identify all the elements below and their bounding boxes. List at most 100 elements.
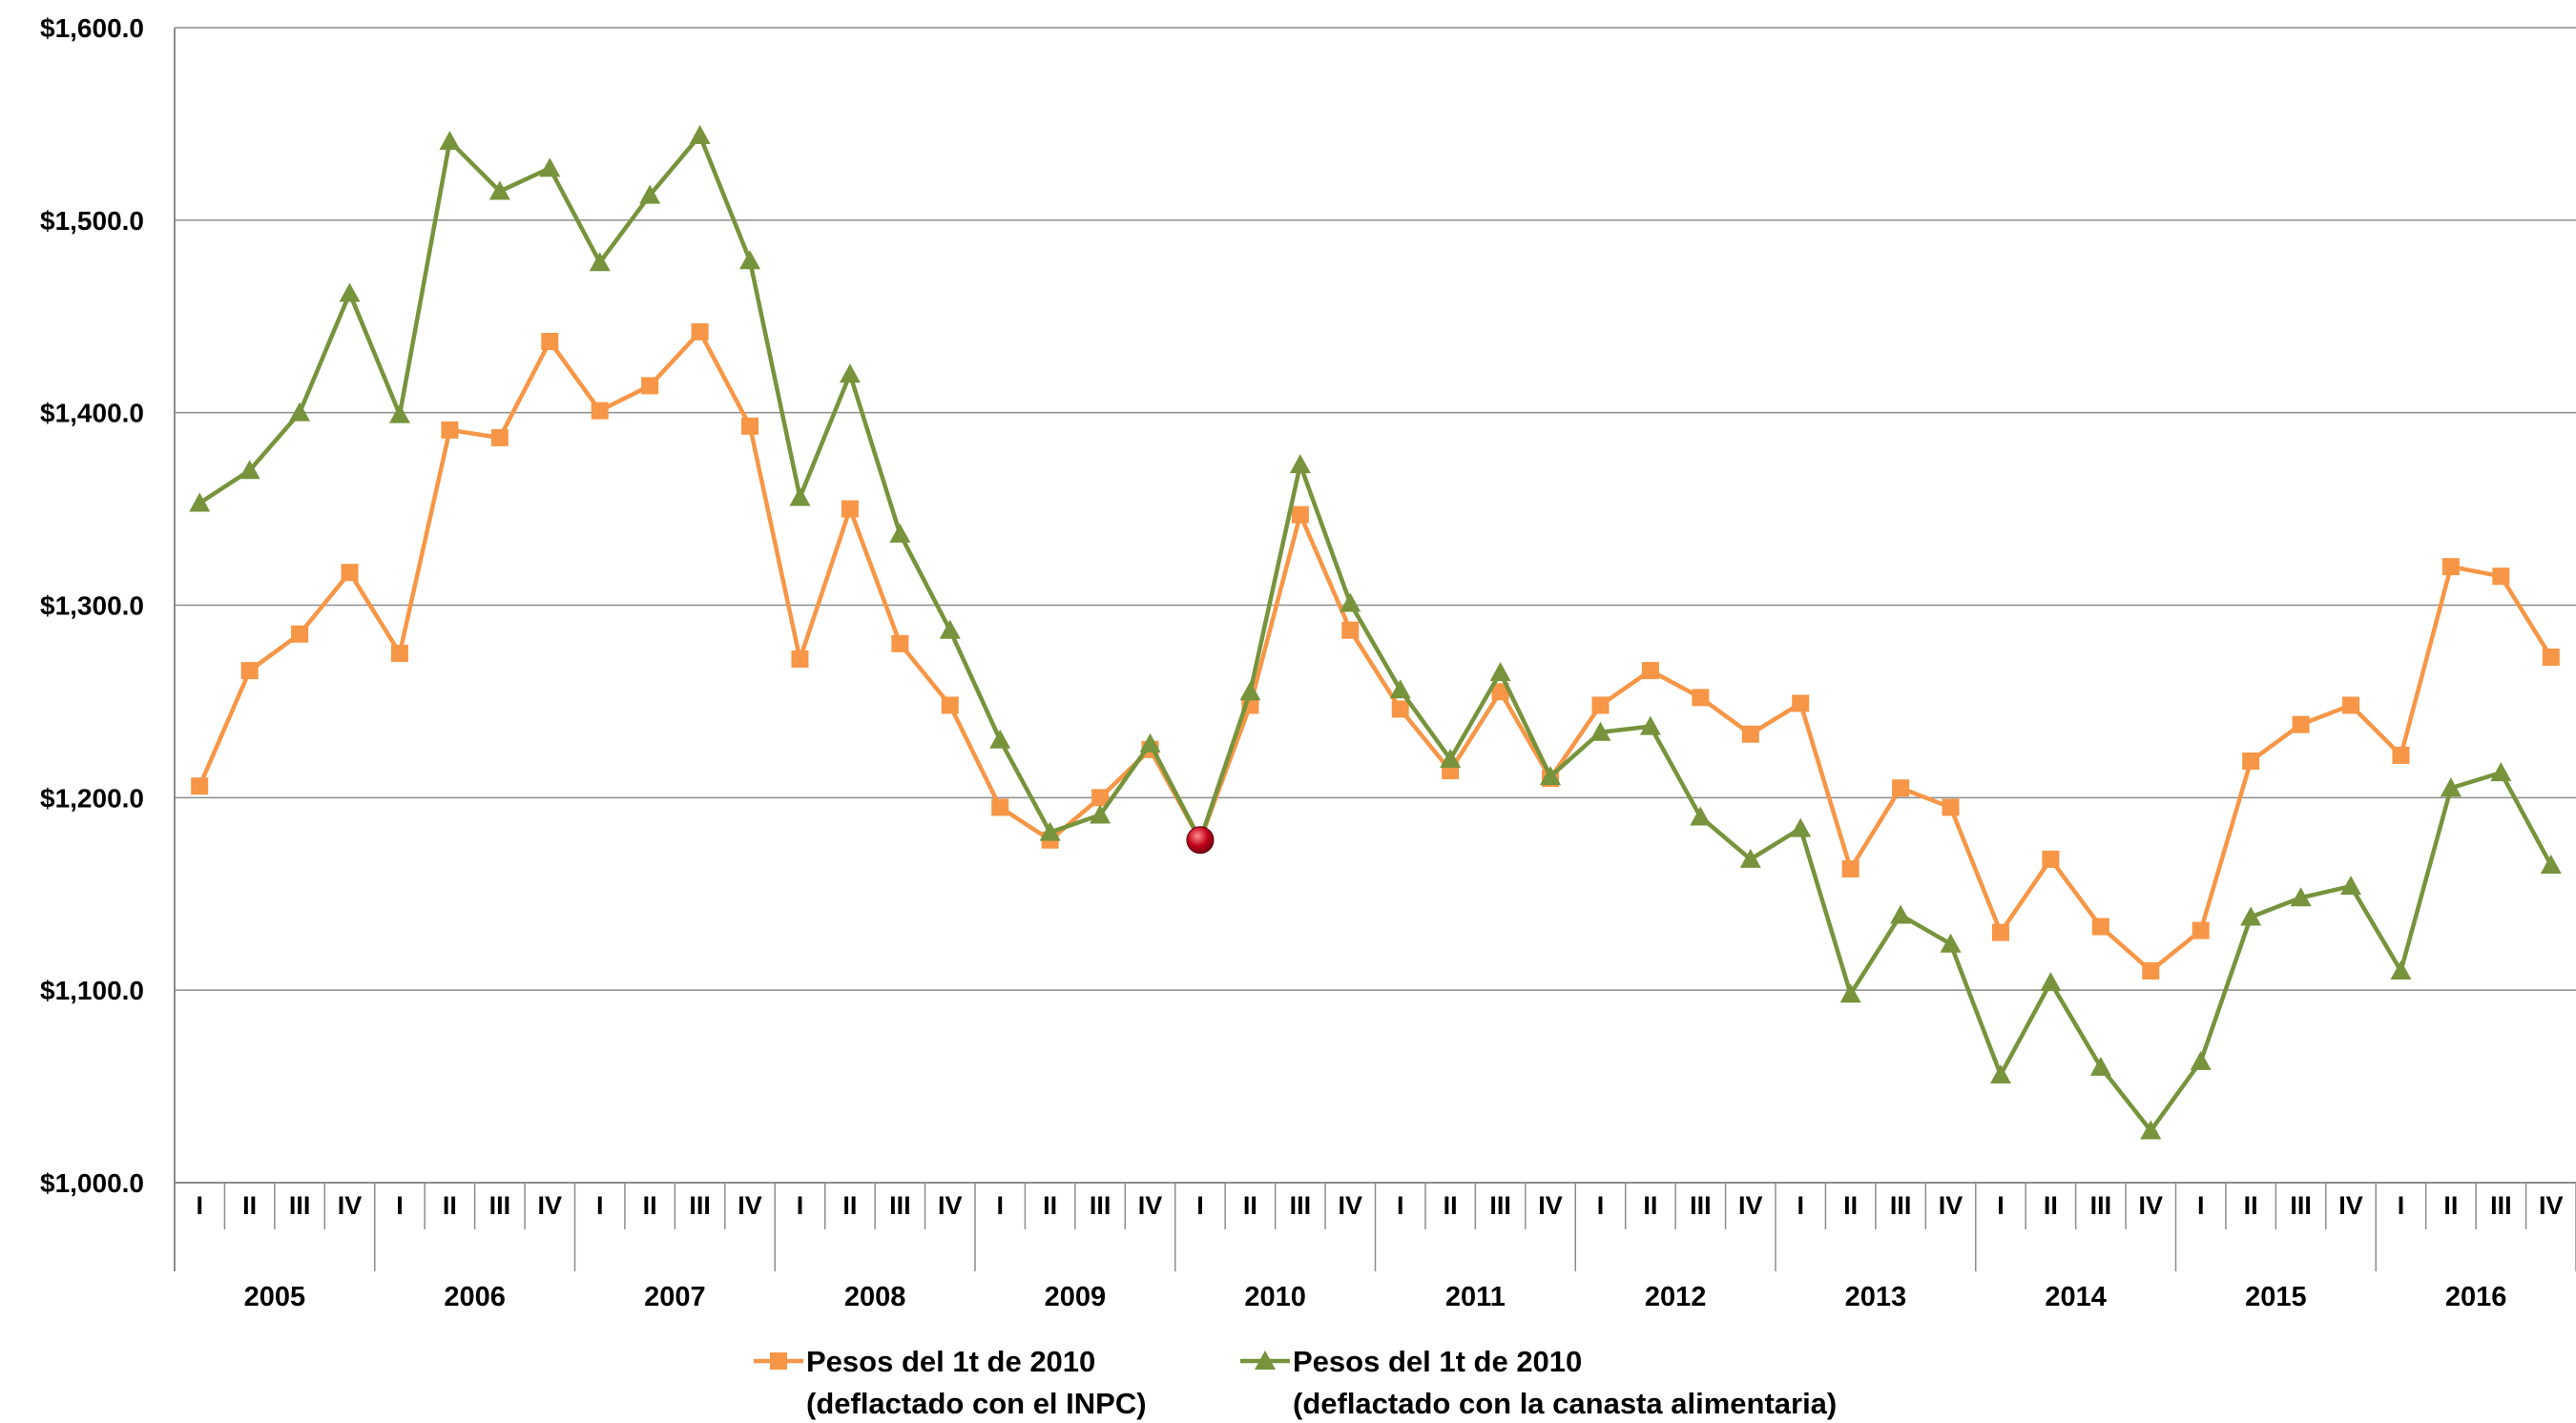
data-point	[1989, 1063, 2011, 1083]
data-point	[1890, 904, 1912, 924]
data-point	[291, 625, 309, 643]
data-point	[1639, 715, 1661, 735]
data-point	[2042, 850, 2060, 868]
x-tick-quarter: I	[1797, 1191, 1804, 1220]
x-tick-year: 2009	[1045, 1282, 1107, 1312]
data-point	[691, 322, 709, 340]
x-tick-quarter: II	[1043, 1191, 1057, 1220]
x-tick-quarter: I	[1397, 1191, 1404, 1220]
data-point	[2540, 854, 2562, 874]
x-tick-quarter: I	[396, 1191, 404, 1220]
y-tick-label: $1,200.0	[40, 783, 144, 813]
data-point	[589, 252, 611, 272]
data-point	[1039, 821, 1061, 841]
data-point	[689, 125, 711, 145]
data-point	[2441, 558, 2460, 576]
x-tick-quarter: I	[596, 1191, 604, 1220]
legend-label: (deflactado con la canasta alimentaria)	[1293, 1387, 1837, 1420]
data-point	[1942, 798, 1960, 816]
x-tick-quarter: I	[996, 1191, 1004, 1220]
legend-marker	[770, 1352, 787, 1370]
data-point	[1291, 505, 1309, 524]
x-tick-quarter: II	[242, 1191, 257, 1220]
x-tick-year: 2013	[1845, 1282, 1907, 1312]
data-point	[1739, 848, 1761, 868]
data-point	[739, 250, 761, 270]
data-point	[191, 777, 209, 795]
data-point	[991, 798, 1009, 816]
y-tick-label: $1,000.0	[40, 1168, 144, 1198]
x-tick-year: 2012	[1645, 1282, 1707, 1312]
data-point	[2242, 752, 2260, 770]
x-tick-quarter: I	[2197, 1191, 2205, 1220]
data-point	[2542, 648, 2560, 666]
x-tick-quarter: III	[1090, 1191, 1111, 1220]
x-tick-quarter: II	[2244, 1191, 2258, 1220]
legend-entry-2: Pesos del 1t de 2010 (deflactado con la c…	[1240, 1345, 1837, 1420]
data-point	[2040, 972, 2062, 992]
x-tick-quarter: I	[2398, 1191, 2405, 1220]
x-tick-quarter: III	[1690, 1191, 1712, 1220]
data-point	[1690, 806, 1712, 826]
data-point	[1540, 766, 1562, 786]
x-tick-quarter: III	[2090, 1191, 2112, 1220]
x-tick-year: 2006	[444, 1282, 506, 1312]
data-point	[841, 500, 859, 518]
x-tick-quarter: II	[643, 1191, 657, 1220]
data-point	[341, 564, 359, 582]
data-point	[2492, 567, 2510, 586]
x-tick-quarter: IV	[1538, 1191, 1563, 1220]
data-point	[1239, 681, 1261, 701]
data-point	[2390, 959, 2412, 980]
legend-label: Pesos del 1t de 2010	[806, 1345, 1095, 1378]
x-tick-year: 2014	[2045, 1282, 2107, 1312]
data-point	[541, 332, 559, 350]
x-tick-quarter: IV	[538, 1191, 563, 1220]
x-tick-quarter: III	[489, 1191, 511, 1220]
data-point	[639, 184, 661, 204]
data-point	[1491, 683, 1509, 701]
legend-marker	[1255, 1351, 1276, 1370]
x-tick-year: 2015	[2245, 1282, 2307, 1312]
y-tick-label: $1,300.0	[40, 591, 144, 621]
data-point	[2292, 715, 2310, 733]
data-point	[1991, 923, 2009, 941]
legend-entry-1: Pesos del 1t de 2010 (deflactado con el I…	[754, 1345, 1147, 1420]
x-tick-year: 2016	[2445, 1282, 2507, 1312]
data-point	[941, 696, 959, 714]
x-tick-year: 2005	[244, 1282, 306, 1312]
data-point	[741, 417, 759, 435]
data-point	[1741, 725, 1759, 743]
data-point	[240, 662, 259, 680]
data-point	[2190, 1050, 2212, 1070]
x-tick-year: 2008	[844, 1282, 906, 1312]
data-point	[2340, 876, 2362, 896]
data-point	[539, 157, 561, 177]
x-tick-quarter: IV	[2139, 1191, 2164, 1220]
series-1	[191, 322, 2560, 980]
x-tick-quarter: IV	[1339, 1191, 1363, 1220]
highlight-point	[1186, 826, 1215, 855]
data-point	[2342, 696, 2360, 714]
data-point	[1489, 662, 1511, 682]
x-tick-quarter: II	[1444, 1191, 1458, 1220]
series-layer	[189, 125, 2562, 1140]
series-line	[197, 329, 2553, 974]
data-point	[2440, 777, 2462, 797]
data-point	[189, 492, 211, 512]
series-2	[189, 125, 2562, 1140]
data-point	[488, 180, 510, 200]
data-point	[789, 486, 811, 506]
legend: Pesos del 1t de 2010 (deflactado con el I…	[754, 1345, 1837, 1420]
data-point	[891, 634, 909, 652]
data-point	[1389, 679, 1411, 699]
x-tick-quarter: II	[1243, 1191, 1257, 1220]
data-point	[1341, 621, 1360, 639]
axes	[174, 28, 2576, 1271]
x-tick-quarter: III	[1489, 1191, 1511, 1220]
x-tick-quarter: I	[1196, 1191, 1204, 1220]
y-tick-label: $1,400.0	[40, 399, 144, 428]
x-tick-quarter: I	[196, 1191, 203, 1220]
data-point	[1792, 694, 1810, 712]
